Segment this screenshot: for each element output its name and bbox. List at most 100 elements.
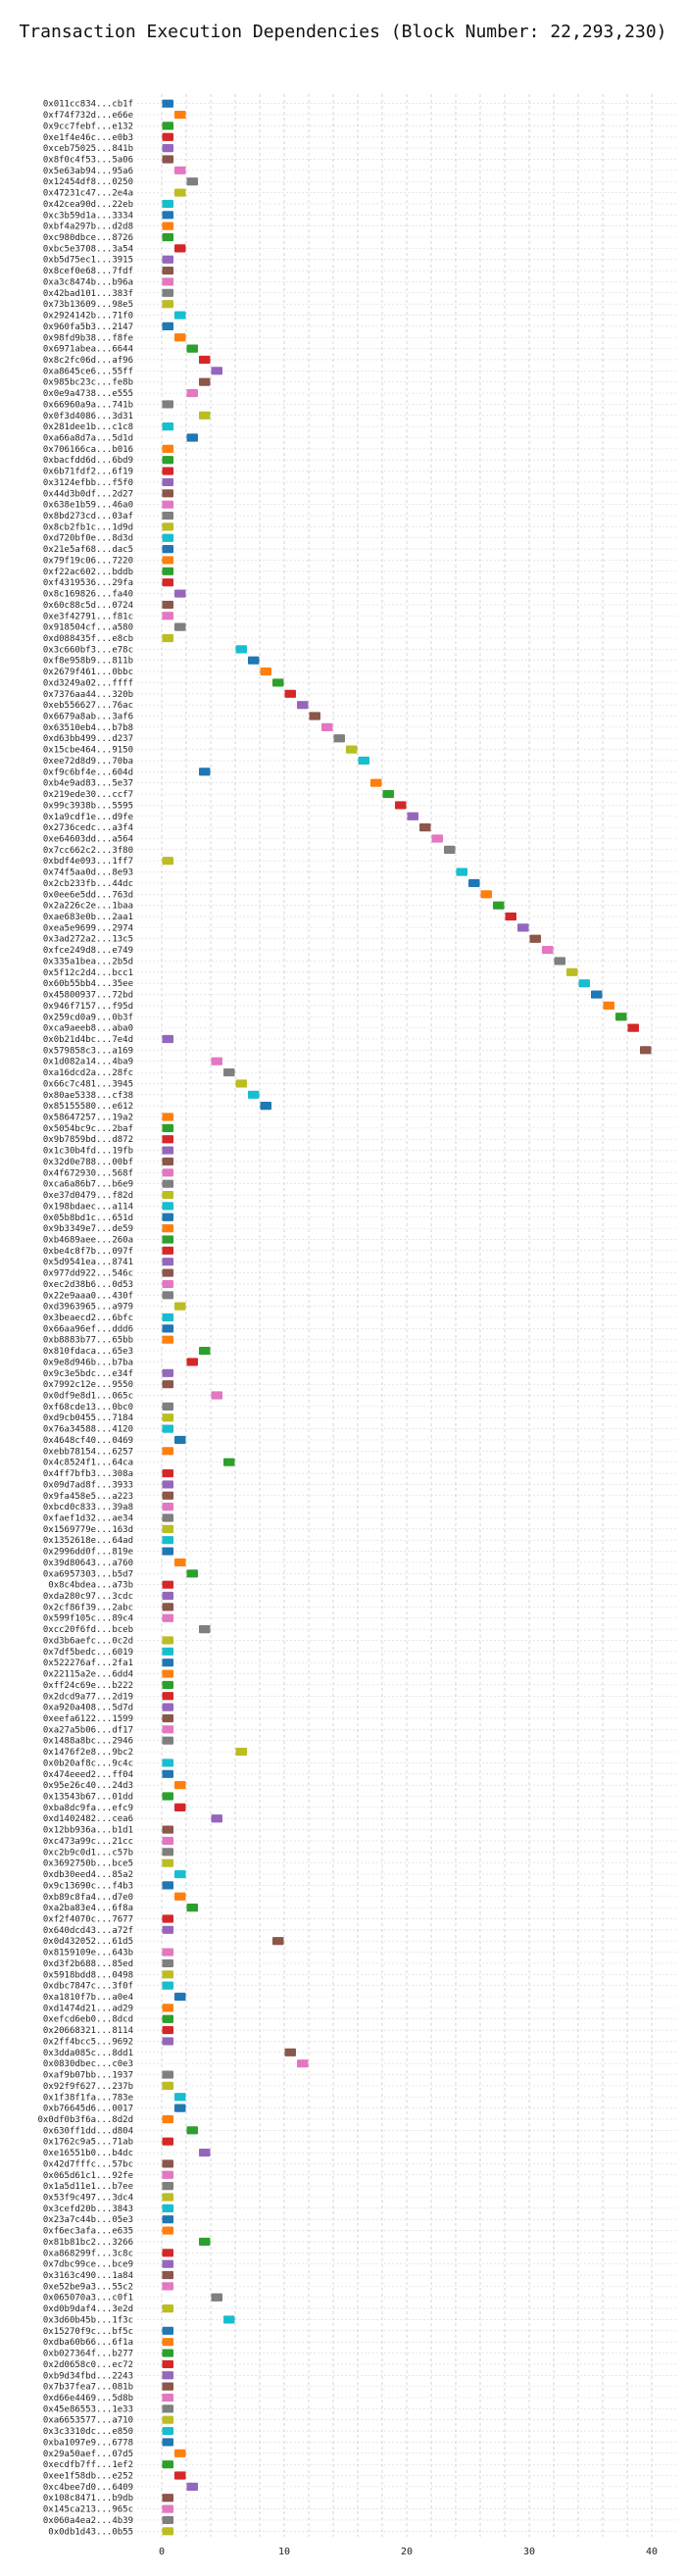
y-tick-label: 0x3dda085c...8dd1 bbox=[43, 2049, 133, 2058]
task-bar bbox=[162, 1168, 173, 1177]
task-bar bbox=[235, 1079, 247, 1088]
y-tick-label: 0xf6ec3afa...e635 bbox=[43, 2227, 133, 2237]
task-bar bbox=[162, 1224, 173, 1233]
y-tick-label: 0x92f9f627...237b bbox=[43, 2082, 133, 2092]
task-bar bbox=[162, 232, 173, 242]
y-tick-label: 0x065070a3...c0f1 bbox=[43, 2294, 133, 2304]
y-tick-label: 0xba8dc9fa...efc9 bbox=[43, 1804, 133, 1813]
y-tick-label: 0xaf9b07bb...1937 bbox=[43, 2071, 133, 2081]
task-bar bbox=[174, 166, 186, 174]
task-bar bbox=[162, 1034, 173, 1044]
task-bar bbox=[162, 267, 173, 275]
task-bar bbox=[554, 957, 565, 966]
task-bar bbox=[223, 1067, 235, 1077]
y-tick-label: 0x81b81bc2...3266 bbox=[43, 2238, 133, 2248]
task-bar bbox=[162, 2338, 173, 2347]
task-bar bbox=[162, 132, 173, 141]
task-bar bbox=[162, 1825, 173, 1834]
task-bar bbox=[162, 1547, 173, 1556]
y-tick-label: 0xe16551b0...b4dc bbox=[43, 2149, 133, 2158]
y-tick-label: 0x8c4bdea...a73b bbox=[48, 1581, 133, 1591]
task-bar bbox=[162, 1736, 173, 1745]
y-tick-label: 0x011cc834...cb1f bbox=[43, 100, 133, 110]
y-tick-label: 0x9c13690c...f4b3 bbox=[43, 1881, 133, 1891]
task-bar bbox=[174, 589, 186, 598]
y-tick-label: 0x74f5aa0d...8e93 bbox=[43, 868, 133, 878]
y-tick-label: 0x9fa458e5...a223 bbox=[43, 1492, 133, 1502]
task-bar bbox=[162, 1246, 173, 1255]
task-bar bbox=[223, 1458, 235, 1466]
task-bar bbox=[174, 2104, 186, 2112]
y-tick-label: 0xf74f732d...e66e bbox=[43, 111, 133, 121]
y-tick-label: 0x8c2fc06d...af96 bbox=[43, 356, 133, 366]
task-bar bbox=[615, 1013, 627, 1021]
task-bar bbox=[162, 1135, 173, 1144]
y-tick-label: 0x76a34588...4120 bbox=[43, 1425, 133, 1435]
task-bar bbox=[174, 1803, 186, 1811]
task-bar bbox=[174, 622, 186, 631]
y-tick-label: 0x2cf86f39...2abc bbox=[43, 1603, 133, 1612]
task-bar bbox=[186, 2126, 198, 2135]
task-bar bbox=[162, 1235, 173, 1244]
task-bar bbox=[162, 1113, 173, 1121]
y-tick-label: 0xa3c8474b...b96a bbox=[43, 277, 133, 287]
y-tick-label: 0xb8883b77...65bb bbox=[43, 1336, 133, 1346]
task-bar bbox=[162, 1380, 173, 1389]
task-bar bbox=[297, 701, 309, 710]
task-bar bbox=[162, 1659, 173, 1667]
task-bar bbox=[162, 2226, 173, 2235]
task-bar bbox=[162, 2404, 173, 2413]
task-bar bbox=[162, 2460, 173, 2469]
x-tick-label: 20 bbox=[401, 2547, 413, 2557]
y-tick-label: 0xd1402482...cea6 bbox=[43, 1814, 133, 1824]
task-bar bbox=[162, 2359, 173, 2368]
y-tick-label: 0x1488a8bc...2946 bbox=[43, 1737, 133, 1747]
task-bar bbox=[566, 967, 578, 976]
y-tick-label: 0x12bb936a...b1d1 bbox=[43, 1826, 133, 1836]
task-bar bbox=[321, 722, 333, 731]
y-tick-label: 0xa66a8d7a...5d1d bbox=[43, 434, 133, 444]
y-tick-label: 0x9b3349e7...de59 bbox=[43, 1224, 133, 1234]
y-tick-label: 0xfaef1d32...ae34 bbox=[43, 1513, 133, 1523]
y-tick-label: 0x3c3310dc...e850 bbox=[43, 2427, 133, 2437]
task-bar bbox=[640, 1046, 652, 1055]
y-tick-label: 0x13543b67...01dd bbox=[43, 1793, 133, 1803]
y-tick-label: 0xd63bb499...d237 bbox=[43, 734, 133, 744]
task-bar bbox=[174, 1892, 186, 1901]
task-bar bbox=[199, 2148, 211, 2157]
y-tick-label: 0x918504cf...a580 bbox=[43, 623, 133, 633]
task-bar bbox=[162, 1179, 173, 1188]
y-tick-label: 0x0df0b3f6a...8d2d bbox=[37, 2115, 133, 2125]
task-bar bbox=[162, 2070, 173, 2079]
task-bar bbox=[199, 411, 211, 420]
y-tick-label: 0x2d0658c0...ec72 bbox=[43, 2360, 133, 2370]
y-tick-label: 0x32d0e788...00bf bbox=[43, 1158, 133, 1167]
y-tick-label: 0x22e9aaa0...430f bbox=[43, 1291, 133, 1301]
y-tick-label: 0x0e9a4738...e555 bbox=[43, 389, 133, 399]
y-tick-label: 0xb89c8fa4...d7e0 bbox=[43, 1893, 133, 1903]
task-bar bbox=[346, 745, 358, 754]
y-tick-label: 0x42bad101...383f bbox=[43, 289, 133, 299]
y-tick-label: 0x7376aa44...320b bbox=[43, 690, 133, 700]
task-bar bbox=[162, 2114, 173, 2124]
task-bar bbox=[162, 1692, 173, 1701]
y-tick-label: 0x8c169826...fa40 bbox=[43, 590, 133, 600]
task-bar bbox=[162, 1981, 173, 1990]
task-bar bbox=[162, 1279, 173, 1289]
y-tick-label: 0x219ede30...ccf7 bbox=[43, 790, 133, 800]
y-tick-label: 0x5918bdd8...0498 bbox=[43, 1970, 133, 1980]
task-bar bbox=[162, 1123, 173, 1132]
y-tick-label: 0x281dee1b...c1c8 bbox=[43, 422, 133, 432]
y-tick-label: 0x1762c9a5...71ab bbox=[43, 2138, 133, 2148]
task-bar bbox=[162, 1335, 173, 1344]
y-tick-label: 0xf2f4070c...7677 bbox=[43, 1914, 133, 1924]
y-tick-label: 0x335a1bea...2b5d bbox=[43, 957, 133, 966]
task-bar bbox=[186, 433, 198, 442]
y-tick-label: 0xd1474d21...ad29 bbox=[43, 2004, 133, 2013]
y-tick-label: 0x0ee6e5dd...763d bbox=[43, 890, 133, 900]
y-tick-label: 0xbdf4e093...1ff7 bbox=[43, 857, 133, 867]
task-bar bbox=[248, 1090, 260, 1099]
y-tick-label: 0x4f672930...568f bbox=[43, 1168, 133, 1178]
y-tick-label: 0x45800937...72bd bbox=[43, 991, 133, 1001]
